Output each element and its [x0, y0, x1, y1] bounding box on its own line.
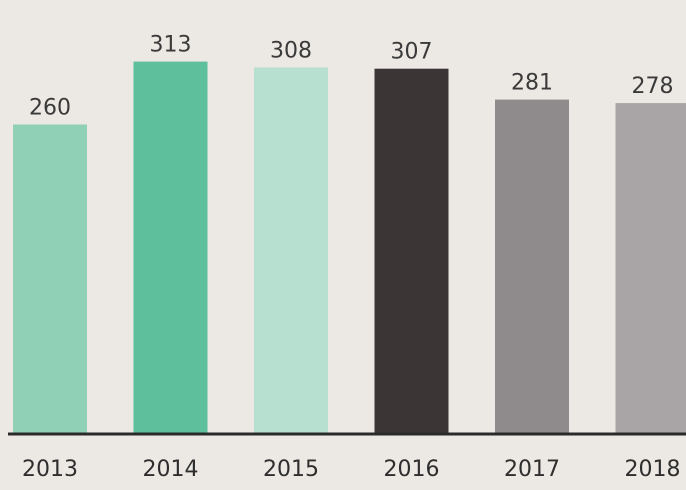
- value-label-2015: 308: [270, 39, 312, 64]
- value-label-2017: 281: [511, 71, 553, 96]
- bar-2016: [374, 68, 449, 433]
- value-label-2018: 278: [632, 74, 674, 99]
- x-tick-label-2016: 2016: [384, 457, 440, 482]
- bars-group: [13, 61, 686, 433]
- x-tick-label-2014: 2014: [143, 457, 199, 482]
- bar-2017: [495, 99, 569, 433]
- x-tick-label-2017: 2017: [504, 457, 560, 482]
- value-labels-group: 260 313 308 307 281 278: [29, 33, 674, 121]
- bar-2018: [615, 103, 686, 433]
- x-tick-label-2013: 2013: [22, 457, 78, 482]
- bar-2013: [13, 124, 87, 433]
- bar-2015: [254, 67, 328, 433]
- x-tick-label-2015: 2015: [263, 457, 319, 482]
- value-label-2014: 313: [150, 33, 192, 58]
- bar-2014: [133, 61, 208, 433]
- x-tick-labels-group: 2013 2014 2015 2016 2017 2018: [22, 457, 681, 482]
- x-tick-label-2018: 2018: [625, 457, 681, 482]
- value-label-2016: 307: [391, 40, 433, 65]
- value-label-2013: 260: [29, 96, 71, 121]
